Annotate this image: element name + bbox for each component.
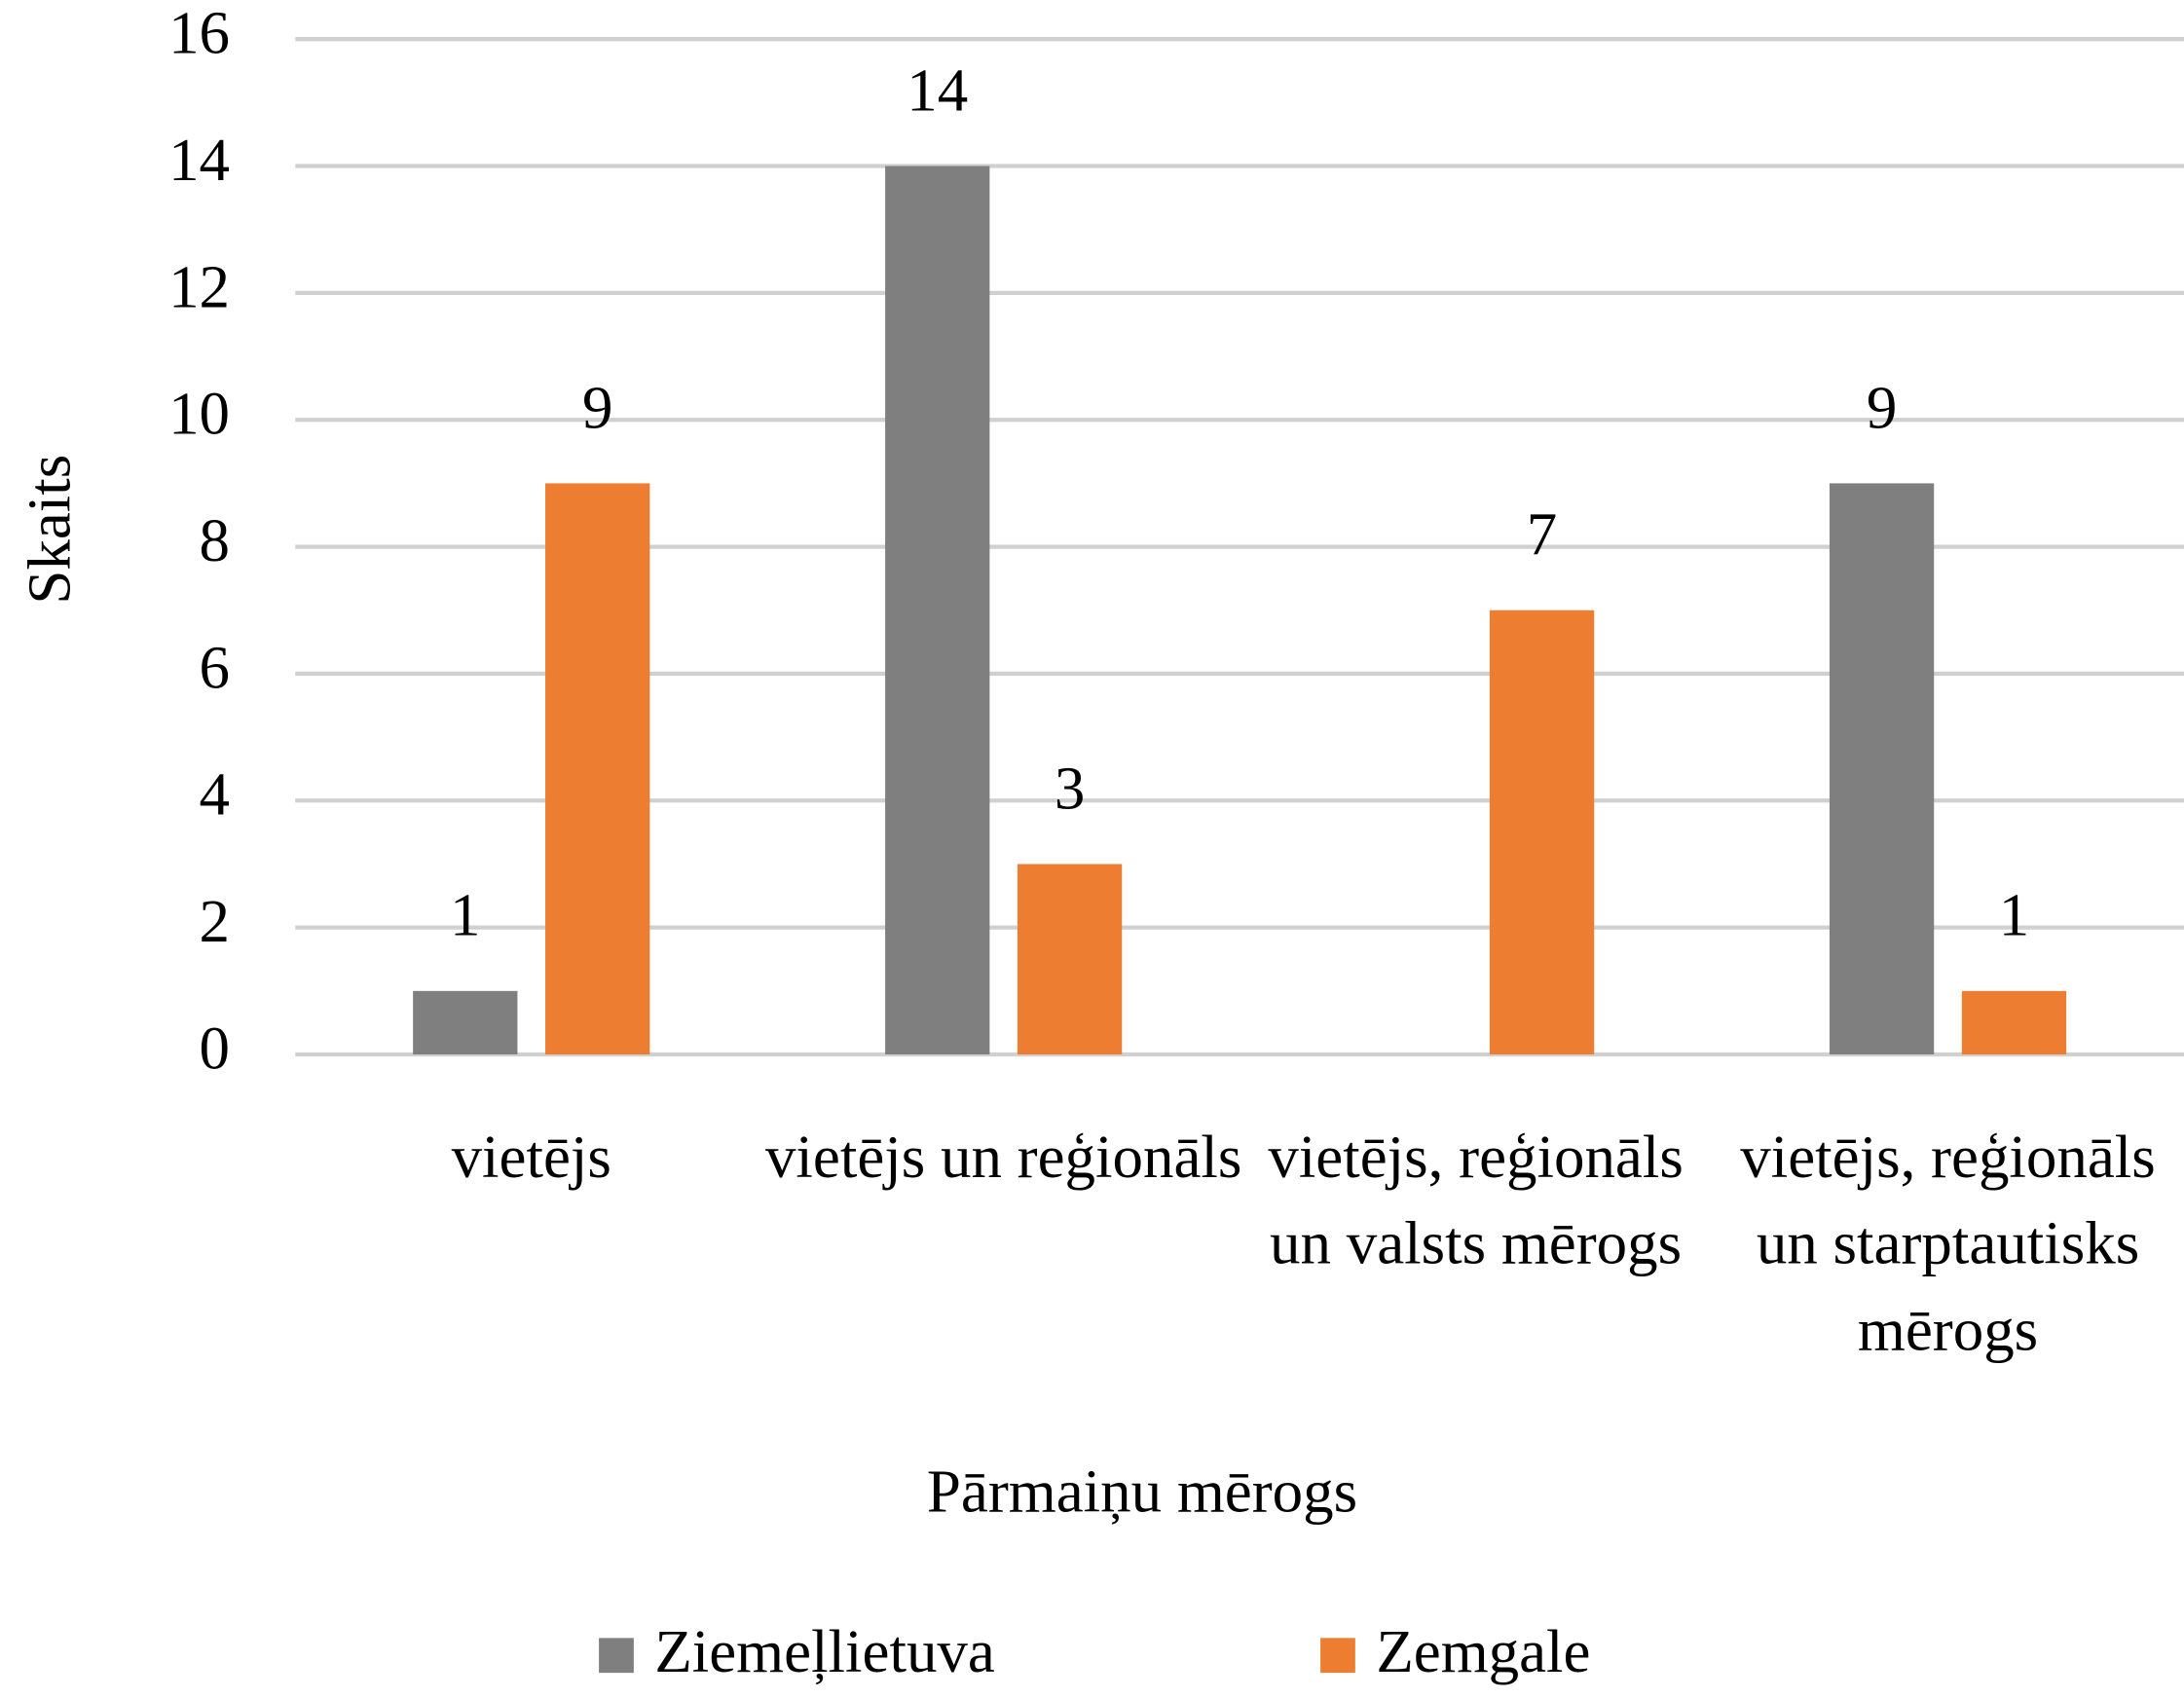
- x-tick-label-box: vietējs, reģionāls un valsts mērogs: [1268, 1123, 1684, 1277]
- y-tick-label: 16: [168, 0, 230, 67]
- bar: [1961, 990, 2067, 1054]
- y-tick-label: 14: [168, 126, 230, 194]
- y-tick-label: 8: [200, 506, 230, 574]
- data-label: 9: [1867, 373, 1897, 441]
- bar: [1017, 864, 1123, 1054]
- data-label: 9: [582, 373, 612, 441]
- legend-label: Ziemeļlietuva: [654, 1617, 995, 1685]
- data-label: 14: [907, 55, 968, 124]
- x-tick-label: vietējs, reģionāls un valsts mērogs: [1268, 1123, 1684, 1277]
- bar: [545, 483, 650, 1054]
- x-tick-label-box: vietējs, reģionāls un starptautisks mēro…: [1740, 1123, 2156, 1364]
- x-tick-label: vietējs: [451, 1123, 611, 1192]
- bar: [413, 990, 518, 1054]
- y-axis-title: Skaits: [16, 455, 84, 605]
- x-axis-title: Pārmaiņu mērogs: [927, 1457, 1357, 1525]
- y-tick-label: 10: [168, 380, 230, 448]
- bar: [885, 166, 990, 1054]
- x-tick-label: vietējs un reģionāls: [764, 1123, 1242, 1192]
- x-tick-label-box: vietējs un reģionāls: [764, 1123, 1242, 1192]
- legend-label: Zemgale: [1376, 1617, 1590, 1685]
- data-label: 1: [1999, 881, 2029, 949]
- y-tick-label: 0: [200, 1014, 230, 1082]
- legend-swatch: [1320, 1638, 1355, 1674]
- bar: [1489, 609, 1595, 1054]
- legend-swatch: [599, 1638, 634, 1674]
- data-label: 1: [450, 881, 480, 949]
- x-tick-label: vietējs, reģionāls un starptautisks mēro…: [1740, 1123, 2156, 1364]
- x-tick-label-box: vietējs: [451, 1123, 611, 1192]
- bar: [1829, 483, 1935, 1054]
- y-tick-label: 2: [200, 887, 230, 955]
- data-label: 3: [1055, 754, 1085, 822]
- y-tick-label: 4: [200, 760, 230, 829]
- y-tick-label: 12: [168, 252, 230, 320]
- data-label: 7: [1527, 500, 1557, 569]
- y-tick-label: 6: [200, 633, 230, 701]
